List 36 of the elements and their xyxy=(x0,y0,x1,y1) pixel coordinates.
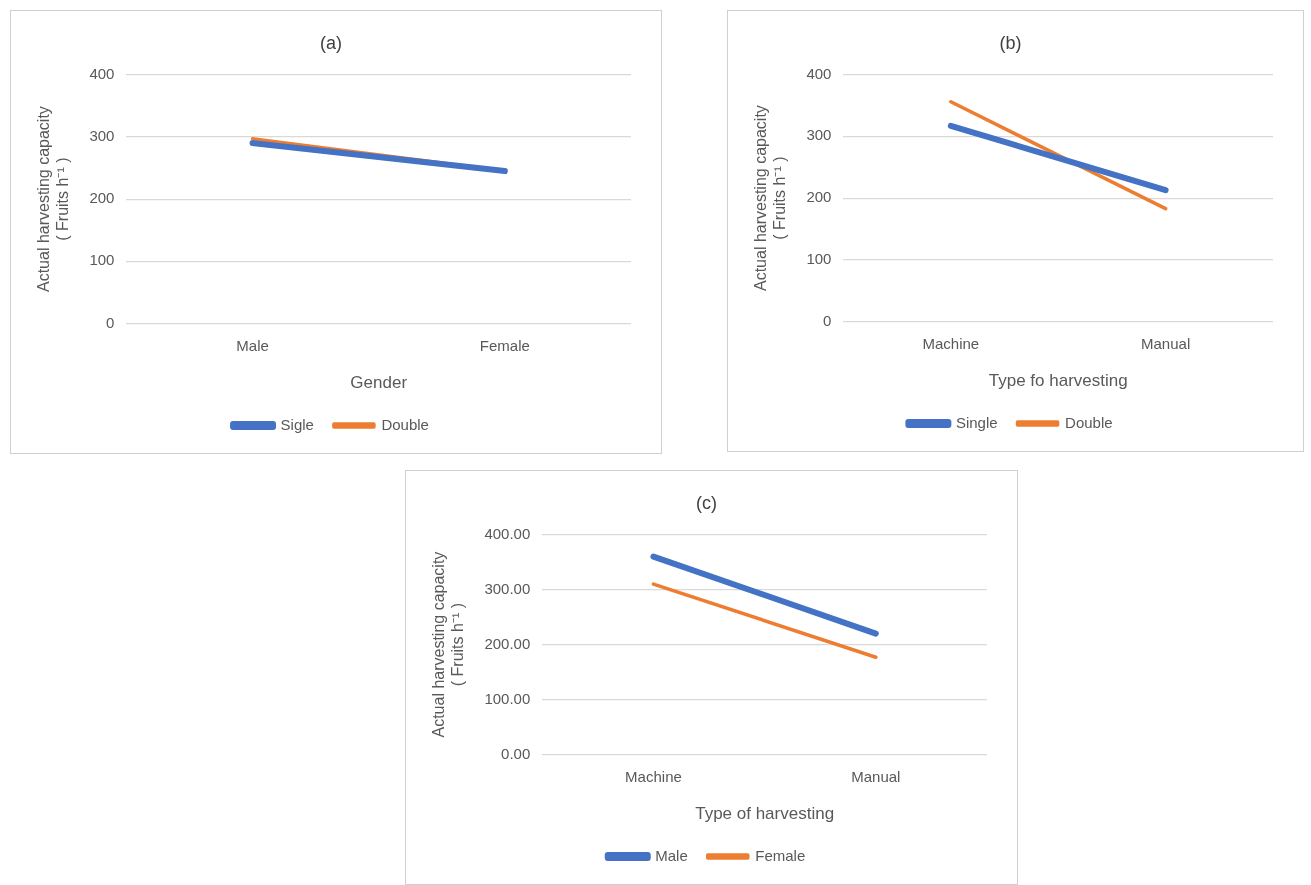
y-axis-title: Actual harvesting capacity ( Fruits h⁻¹ ) xyxy=(752,105,789,292)
y-tick-label: 100 xyxy=(89,251,115,269)
y-tick-label: 300.00 xyxy=(484,579,531,597)
y-tick-label: 300 xyxy=(806,126,832,144)
y-tick-label: 100 xyxy=(806,249,832,267)
chart-title: (c) xyxy=(696,492,717,513)
chart-title: (b) xyxy=(999,32,1022,53)
legend-label: Sigle xyxy=(280,415,314,433)
legend-label: Double xyxy=(381,415,429,433)
y-tick-label: 200.00 xyxy=(484,634,531,652)
y-tick-label: 200 xyxy=(806,188,832,206)
y-tick-label: 400 xyxy=(89,64,115,82)
x-axis-title: Type fo harvesting xyxy=(988,371,1128,391)
y-tick-label: 0 xyxy=(823,311,832,329)
x-tick-label: Male xyxy=(236,336,269,354)
legend-label: Double xyxy=(1065,413,1113,431)
y-tick-label: 400 xyxy=(806,64,832,82)
x-tick-label: Female xyxy=(479,336,530,354)
legend-label: Female xyxy=(755,846,806,864)
x-tick-label: Machine xyxy=(922,334,980,352)
chart-title: (a) xyxy=(320,32,342,53)
x-axis-title: Gender xyxy=(350,373,408,393)
y-tick-label: 0 xyxy=(106,313,115,331)
legend-label: Male xyxy=(655,846,688,864)
y-tick-label: 0.00 xyxy=(501,744,531,762)
y-tick-label: 200 xyxy=(89,189,115,207)
x-tick-label: Machine xyxy=(625,767,682,785)
y-axis-title: Actual harvesting capacity ( Fruits h⁻¹ ) xyxy=(35,106,72,293)
legend-label: Single xyxy=(955,413,998,431)
y-tick-label: 100.00 xyxy=(484,689,531,707)
x-axis-title: Type of harvesting xyxy=(695,804,835,824)
x-tick-label: Manual xyxy=(851,767,901,785)
y-tick-label: 400.00 xyxy=(484,524,531,542)
x-tick-label: Manual xyxy=(1141,334,1191,352)
y-tick-label: 300 xyxy=(89,126,115,144)
y-axis-title: Actual harvesting capacity ( Fruits h⁻¹ ) xyxy=(430,551,467,738)
